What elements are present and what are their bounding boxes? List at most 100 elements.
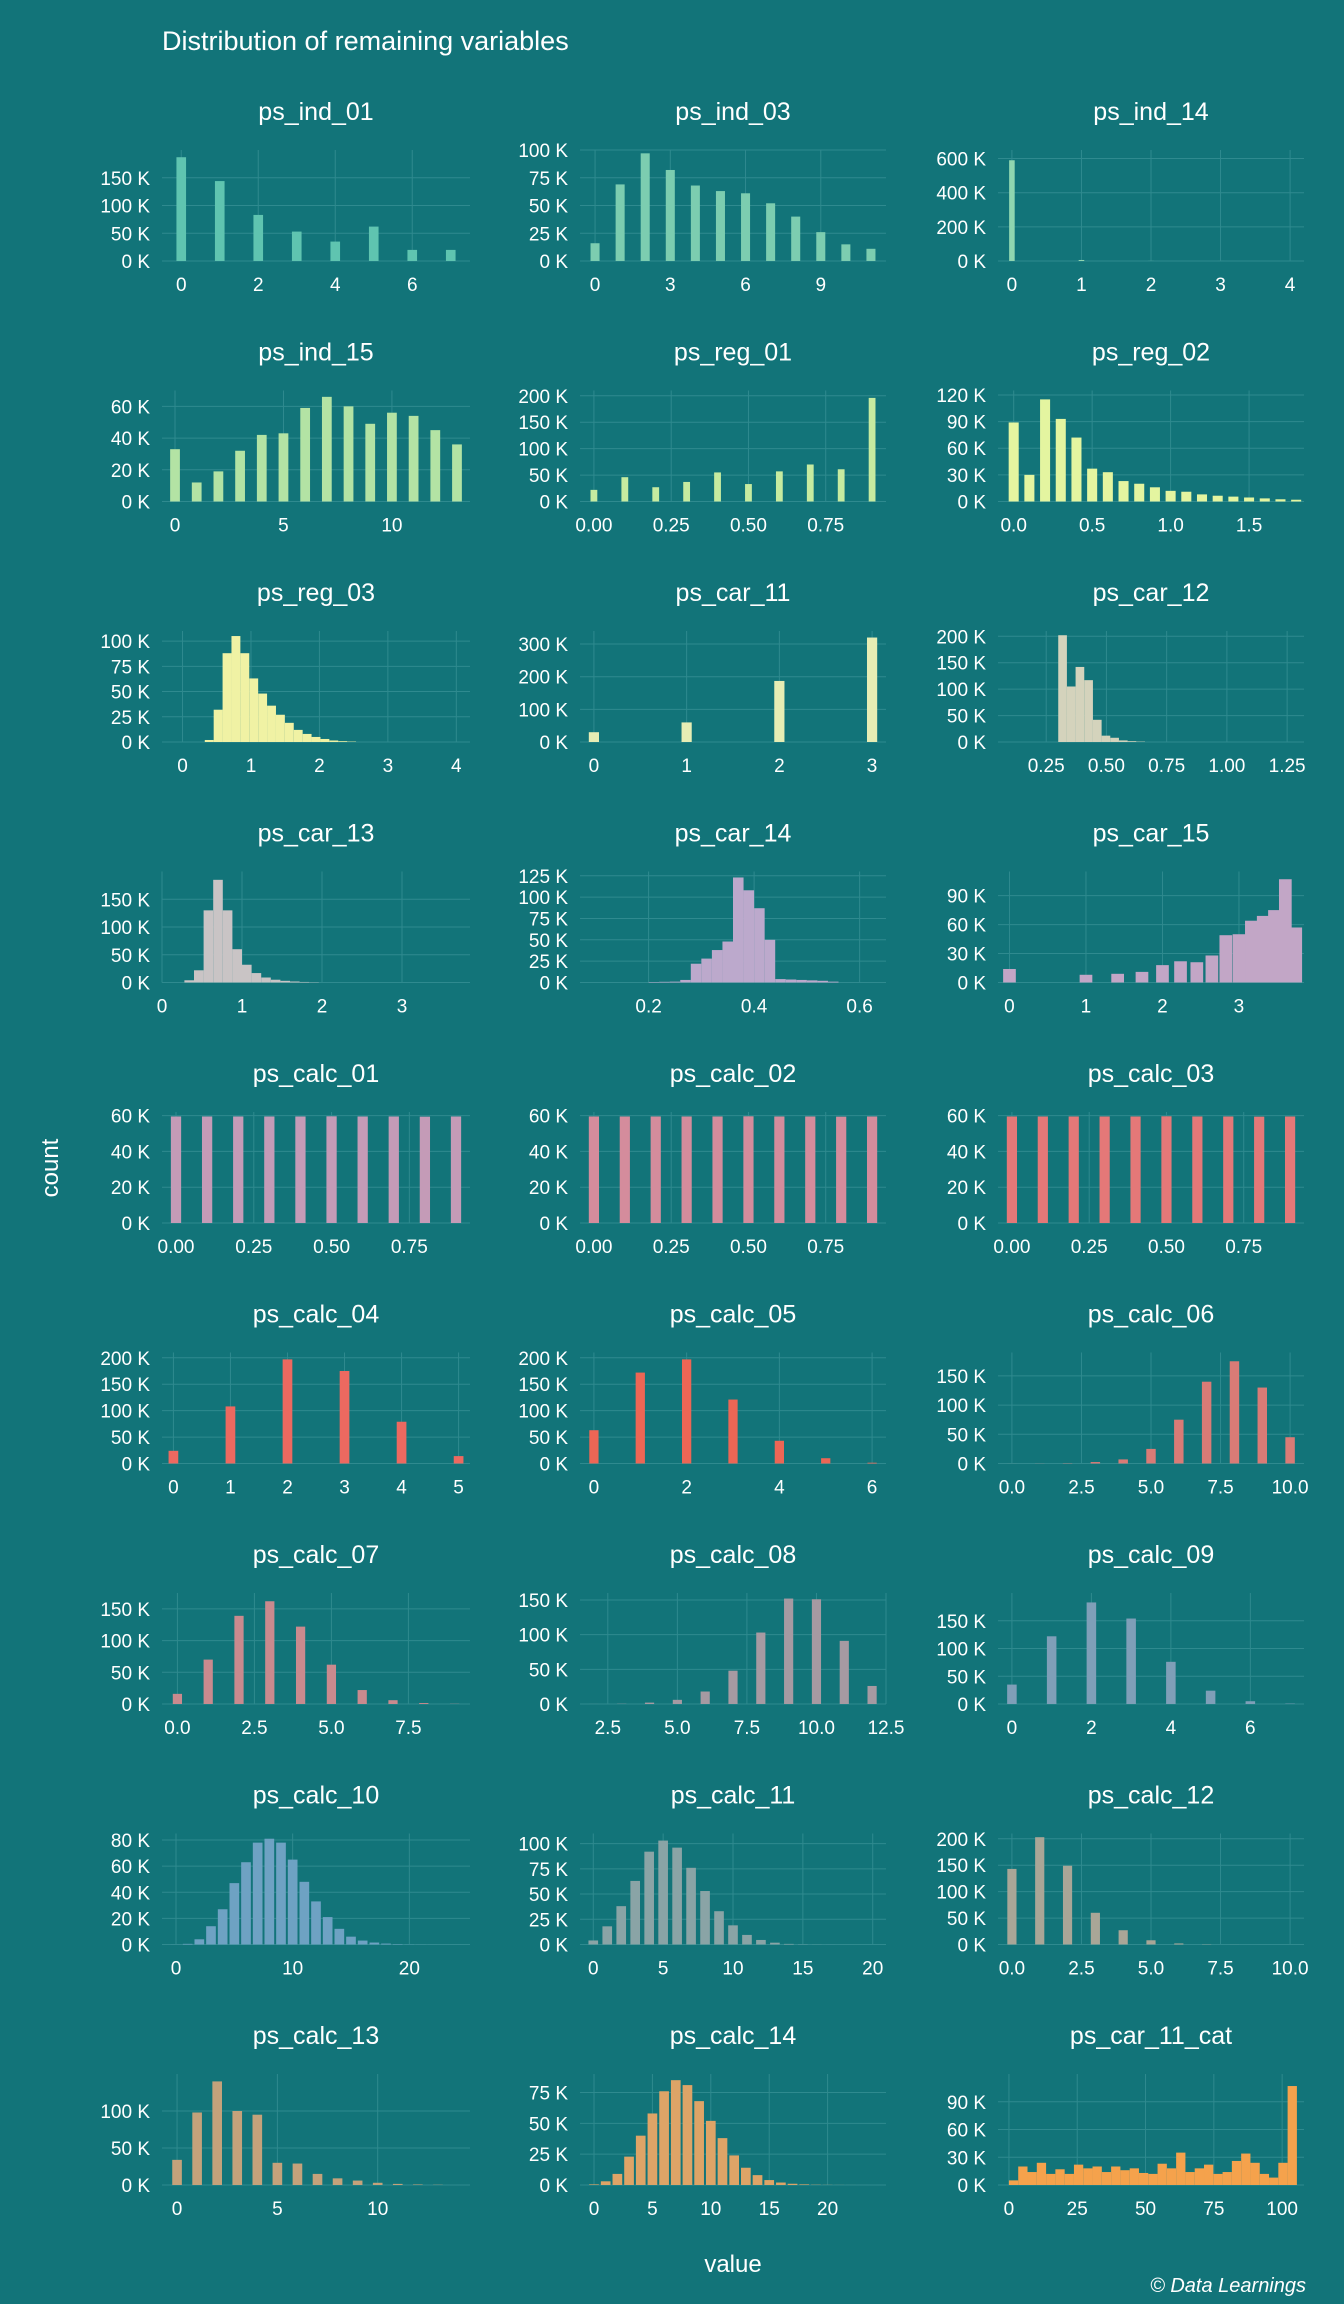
y-tick-label: 100 K <box>936 680 986 701</box>
y-tick-label: 60 K <box>529 1107 568 1128</box>
x-tick-label: 15 <box>759 2199 780 2220</box>
y-tick-label: 100 K <box>518 700 568 721</box>
x-tick-label: 0.25 <box>1028 756 1065 777</box>
y-tick-label: 0 K <box>539 1695 568 1716</box>
y-tick-label: 25 K <box>529 224 568 245</box>
x-tick-label: 0.50 <box>730 1237 767 1258</box>
x-tick-label: 0 <box>168 1478 179 1499</box>
y-tick-label: 0 K <box>539 1936 568 1957</box>
bar <box>1275 499 1286 502</box>
panel-ps_reg_02: ps_reg_02 0 K 30 K 60 K 90 K 120 K 0.0 0.5 1.0 1.… <box>936 339 1304 537</box>
x-tick-label: 0 <box>172 2199 183 2220</box>
x-tick-label: 7.5 <box>1207 1959 1233 1980</box>
x-tick-label: 4 <box>396 1478 407 1499</box>
bar <box>770 1942 780 1945</box>
bar <box>868 397 876 502</box>
bar <box>785 979 797 983</box>
x-tick-label: 0 <box>1004 2199 1015 2220</box>
x-tick-label: 0.25 <box>235 1237 272 1258</box>
panel-ps_calc_06: ps_calc_06 0 K 50 K 100 K 150 K 0.0 2.5 5.0 7.5 1… <box>936 1301 1308 1499</box>
bar <box>1146 1448 1156 1464</box>
x-tick-label: 1 <box>246 756 257 777</box>
x-tick-label: 0.2 <box>635 997 661 1018</box>
bar <box>1009 160 1015 261</box>
panel-title: ps_ind_03 <box>675 98 790 126</box>
x-tick-label: 0.75 <box>1225 1237 1262 1258</box>
x-tick-label: 10.0 <box>1272 1478 1309 1499</box>
bar <box>817 980 828 983</box>
x-tick-label: 1.0 <box>1157 516 1183 537</box>
bar <box>1257 1387 1268 1464</box>
bar <box>805 1116 816 1223</box>
y-tick-label: 0 K <box>957 1214 986 1235</box>
y-tick-label: 0 K <box>957 493 986 514</box>
bar <box>1156 965 1169 983</box>
bar <box>588 1116 600 1223</box>
bar <box>621 477 629 502</box>
bar <box>357 1690 367 1704</box>
y-tick-label: 40 K <box>111 429 150 450</box>
bar <box>690 963 702 983</box>
x-tick-label: 0.25 <box>1071 1237 1108 1258</box>
panel-title: ps_calc_05 <box>670 1301 796 1329</box>
x-tick-label: 1.5 <box>1236 516 1262 537</box>
panel-title: ps_calc_01 <box>253 1060 379 1088</box>
y-tick-label: 25 K <box>529 2145 568 2166</box>
bar <box>681 722 692 742</box>
bar <box>217 1909 228 1945</box>
x-tick-label: 0.75 <box>807 1237 844 1258</box>
y-tick-label: 60 K <box>111 1107 150 1128</box>
bar <box>311 736 321 742</box>
bar <box>253 214 264 261</box>
bar <box>1278 879 1292 983</box>
panel-ps_car_15: ps_car_15 0 K 30 K 60 K 90 K 0 1 2 3 <box>947 820 1304 1018</box>
bar <box>806 464 814 502</box>
bar <box>1118 740 1128 742</box>
y-tick-label: 50 K <box>529 197 568 218</box>
bar <box>194 970 204 983</box>
bar <box>258 693 268 742</box>
bar <box>1201 1381 1212 1464</box>
x-tick-label: 0.00 <box>993 1237 1030 1258</box>
bar <box>1181 491 1192 502</box>
panel-ps_calc_13: ps_calc_13 0 K 50 K 100 K 0 5 10 <box>100 2022 470 2220</box>
bar <box>743 890 755 983</box>
panel-ps_car_12: ps_car_12 0 K 50 K 100 K 150 K 200 K 0.25 0.50 0… <box>936 579 1305 777</box>
x-tick-label: 10.0 <box>1272 1959 1309 1980</box>
bar <box>589 2184 599 2185</box>
bar <box>1092 2166 1102 2185</box>
y-tick-label: 40 K <box>111 1142 150 1163</box>
y-tick-label: 100 K <box>518 141 568 162</box>
bar <box>714 1911 724 1945</box>
bar <box>590 243 600 261</box>
x-tick-label: 2 <box>1157 997 1168 1018</box>
bar <box>640 153 650 261</box>
bar <box>1146 1940 1156 1945</box>
x-tick-label: 5.0 <box>1138 1478 1164 1499</box>
x-tick-label: 2 <box>681 1478 692 1499</box>
bar <box>276 1842 286 1945</box>
bar <box>728 1925 738 1945</box>
y-tick-label: 150 K <box>936 654 986 675</box>
x-tick-label: 3 <box>1215 275 1226 296</box>
x-tick-label: 5 <box>658 1959 669 1980</box>
bar <box>1213 2173 1223 2185</box>
bar <box>372 2182 383 2185</box>
bar <box>320 738 330 742</box>
x-tick-label: 0.50 <box>730 516 767 537</box>
x-tick-label: 7.5 <box>734 1718 760 1739</box>
bar <box>213 709 223 742</box>
bar <box>806 980 818 983</box>
y-tick-label: 200 K <box>518 668 568 689</box>
y-tick-label: 0 K <box>121 1214 150 1235</box>
bar <box>775 979 786 983</box>
bar <box>203 1659 213 1704</box>
bar <box>1250 2162 1260 2185</box>
y-tick-label: 200 K <box>936 218 986 239</box>
bar <box>672 1699 682 1704</box>
x-tick-label: 25 <box>1067 2199 1088 2220</box>
y-tick-label: 50 K <box>529 1428 568 1449</box>
x-tick-label: 0.00 <box>575 516 612 537</box>
y-tick-label: 90 K <box>947 2093 986 2114</box>
y-tick-label: 60 K <box>947 2121 986 2142</box>
